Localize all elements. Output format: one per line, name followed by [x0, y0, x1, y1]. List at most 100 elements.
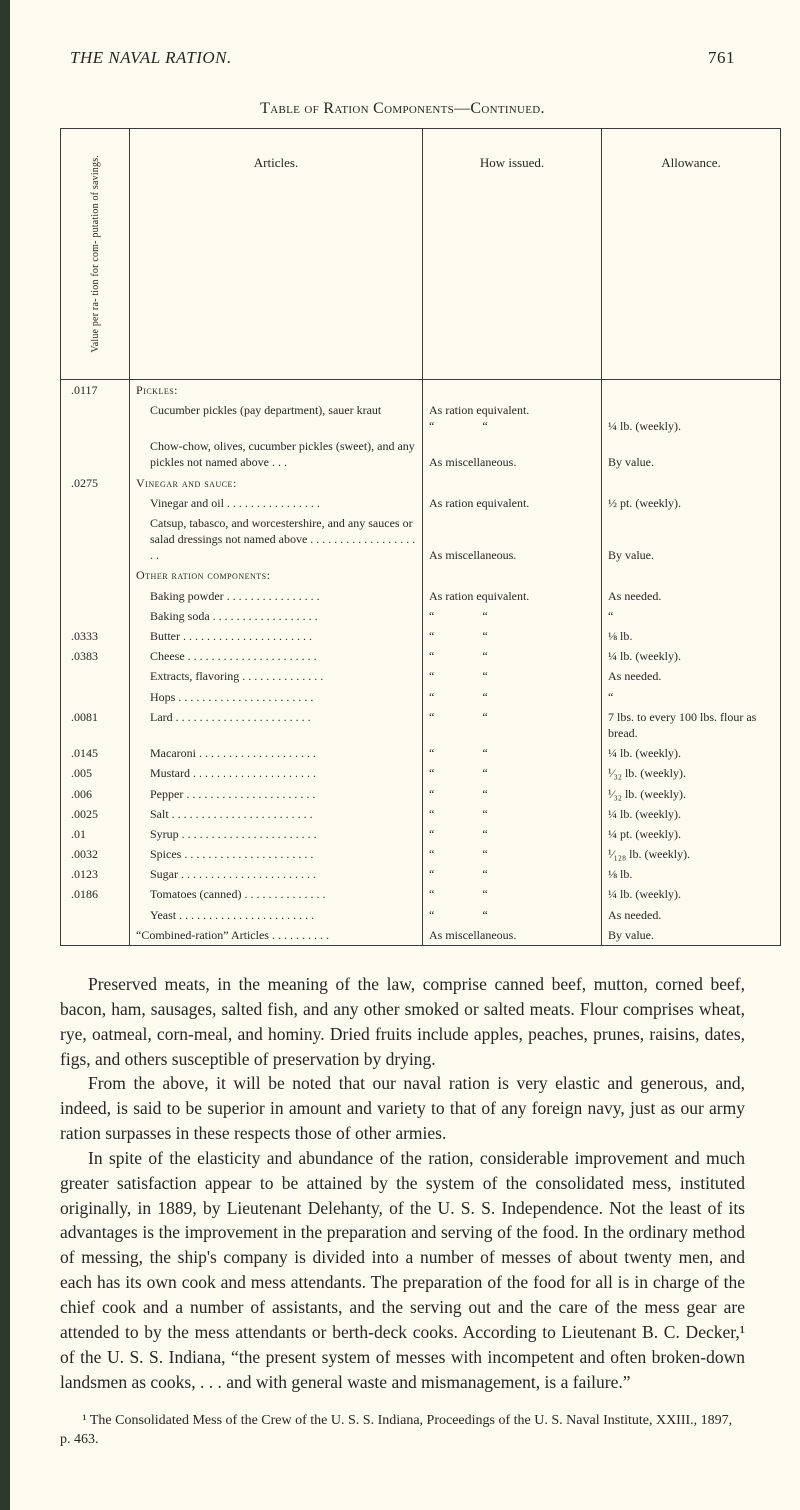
table-row: Cucumber pickles (pay department), sauer… [61, 400, 781, 436]
cell-how-issued: “ “ [423, 864, 602, 884]
cell-how-issued: “ “ [423, 884, 602, 904]
cell-article: Extracts, flavoring . . . . . . . . . . … [130, 666, 423, 686]
cell-allowance [602, 473, 781, 493]
cell-allowance: By value. [602, 925, 781, 946]
cell-how-issued: “ “ [423, 844, 602, 864]
col-header-how-issued: How issued. [423, 129, 602, 380]
cell-allowance: ¼ pt. (weekly). [602, 824, 781, 844]
cell-how-issued [423, 379, 602, 400]
table-row: .0032Spices . . . . . . . . . . . . . . … [61, 844, 781, 864]
body-text: Preserved meats, in the meaning of the l… [60, 972, 745, 1394]
cell-how-issued: As ration equivalent. [423, 586, 602, 606]
cell-value: .0032 [61, 844, 130, 864]
paragraph: In spite of the elasticity and abundance… [60, 1146, 745, 1394]
col-header-articles: Articles. [130, 129, 423, 380]
cell-value: .0383 [61, 646, 130, 666]
cell-article: Butter . . . . . . . . . . . . . . . . .… [130, 626, 423, 646]
cell-article: Tomatoes (canned) . . . . . . . . . . . … [130, 884, 423, 904]
cell-value: .0081 [61, 707, 130, 743]
page: THE NAVAL RATION. 761 Table of Ration Co… [0, 0, 800, 1510]
table-row: .0081Lard . . . . . . . . . . . . . . . … [61, 707, 781, 743]
cell-how-issued: “ “ [423, 824, 602, 844]
cell-how-issued: As ration equivalent. [423, 493, 602, 513]
cell-article: Other ration components: [130, 565, 423, 585]
cell-article: Pickles: [130, 379, 423, 400]
paragraph: From the above, it will be noted that ou… [60, 1071, 745, 1146]
cell-allowance: ¼ lb. (weekly). [602, 804, 781, 824]
table-row: Hops . . . . . . . . . . . . . . . . . .… [61, 687, 781, 707]
cell-how-issued: “ “ [423, 666, 602, 686]
cell-how-issued: As miscellaneous. [423, 513, 602, 566]
cell-allowance: ¼ lb. (weekly). [602, 884, 781, 904]
cell-how-issued: As miscellaneous. [423, 925, 602, 946]
cell-allowance: ¼ lb. (weekly). [602, 400, 781, 436]
cell-value: .0117 [61, 379, 130, 400]
cell-value [61, 925, 130, 946]
table-row: Extracts, flavoring . . . . . . . . . . … [61, 666, 781, 686]
table-row: .0145Macaroni . . . . . . . . . . . . . … [61, 743, 781, 763]
cell-article: Cheese . . . . . . . . . . . . . . . . .… [130, 646, 423, 666]
cell-value [61, 565, 130, 585]
footnote: ¹ The Consolidated Mess of the Crew of t… [60, 1412, 745, 1450]
table-row: .0025Salt . . . . . . . . . . . . . . . … [61, 804, 781, 824]
cell-article: Lard . . . . . . . . . . . . . . . . . .… [130, 707, 423, 743]
cell-value [61, 905, 130, 925]
table-row: Other ration components: [61, 565, 781, 585]
cell-how-issued: “ “ [423, 763, 602, 783]
cell-value [61, 606, 130, 626]
cell-how-issued: “ “ [423, 626, 602, 646]
cell-allowance: ¹⁄₁₂₈ lb. (weekly). [602, 844, 781, 864]
table-row: .0333Butter . . . . . . . . . . . . . . … [61, 626, 781, 646]
cell-value [61, 436, 130, 472]
cell-value: .0025 [61, 804, 130, 824]
table-row: Chow-chow, olives, cucumber pickles (swe… [61, 436, 781, 472]
cell-article: Syrup . . . . . . . . . . . . . . . . . … [130, 824, 423, 844]
cell-allowance: By value. [602, 513, 781, 566]
cell-article: Pepper . . . . . . . . . . . . . . . . .… [130, 784, 423, 804]
cell-article: Macaroni . . . . . . . . . . . . . . . .… [130, 743, 423, 763]
table-row: Baking powder . . . . . . . . . . . . . … [61, 586, 781, 606]
table-row: Baking soda . . . . . . . . . . . . . . … [61, 606, 781, 626]
cell-allowance: By value. [602, 436, 781, 472]
cell-article: Cucumber pickles (pay department), sauer… [130, 400, 423, 436]
cell-allowance: ¹⁄₃₂ lb. (weekly). [602, 763, 781, 783]
cell-allowance: ¼ lb. (weekly). [602, 743, 781, 763]
cell-allowance: ⅛ lb. [602, 864, 781, 884]
cell-allowance: As needed. [602, 666, 781, 686]
cell-value [61, 493, 130, 513]
cell-value: .005 [61, 763, 130, 783]
cell-article: Baking powder . . . . . . . . . . . . . … [130, 586, 423, 606]
cell-article: Baking soda . . . . . . . . . . . . . . … [130, 606, 423, 626]
cell-allowance: ¹⁄₃₂ lb. (weekly). [602, 784, 781, 804]
cell-how-issued: “ “ [423, 905, 602, 925]
cell-value: .0145 [61, 743, 130, 763]
cell-value [61, 687, 130, 707]
cell-allowance: As needed. [602, 586, 781, 606]
cell-article: Mustard . . . . . . . . . . . . . . . . … [130, 763, 423, 783]
col-header-allowance: Allowance. [602, 129, 781, 380]
page-number: 761 [708, 48, 735, 68]
cell-article: Catsup, tabasco, and worcestershire, and… [130, 513, 423, 566]
table-header-row: Value per ra- tion for com- putation of … [61, 129, 781, 380]
col-header-value: Value per ra- tion for com- putation of … [61, 129, 130, 380]
cell-how-issued: “ “ [423, 743, 602, 763]
table-row: .01Syrup . . . . . . . . . . . . . . . .… [61, 824, 781, 844]
table-row: .005Mustard . . . . . . . . . . . . . . … [61, 763, 781, 783]
cell-value: .01 [61, 824, 130, 844]
cell-allowance: ½ pt. (weekly). [602, 493, 781, 513]
cell-how-issued: As ration equivalent. “ “ [423, 400, 602, 436]
cell-value [61, 586, 130, 606]
table-row: Catsup, tabasco, and worcestershire, and… [61, 513, 781, 566]
cell-how-issued: “ “ [423, 687, 602, 707]
table-row: Vinegar and oil . . . . . . . . . . . . … [61, 493, 781, 513]
cell-value: .0333 [61, 626, 130, 646]
cell-allowance: ¼ lb. (weekly). [602, 646, 781, 666]
cell-allowance: “ [602, 606, 781, 626]
cell-article: “Combined-ration” Articles . . . . . . .… [130, 925, 423, 946]
running-head: THE NAVAL RATION. 761 [60, 48, 745, 68]
binding-edge [0, 0, 10, 1510]
table-row: .0186Tomatoes (canned) . . . . . . . . .… [61, 884, 781, 904]
cell-value: .0186 [61, 884, 130, 904]
table-row: .0383Cheese . . . . . . . . . . . . . . … [61, 646, 781, 666]
table-row: Yeast . . . . . . . . . . . . . . . . . … [61, 905, 781, 925]
